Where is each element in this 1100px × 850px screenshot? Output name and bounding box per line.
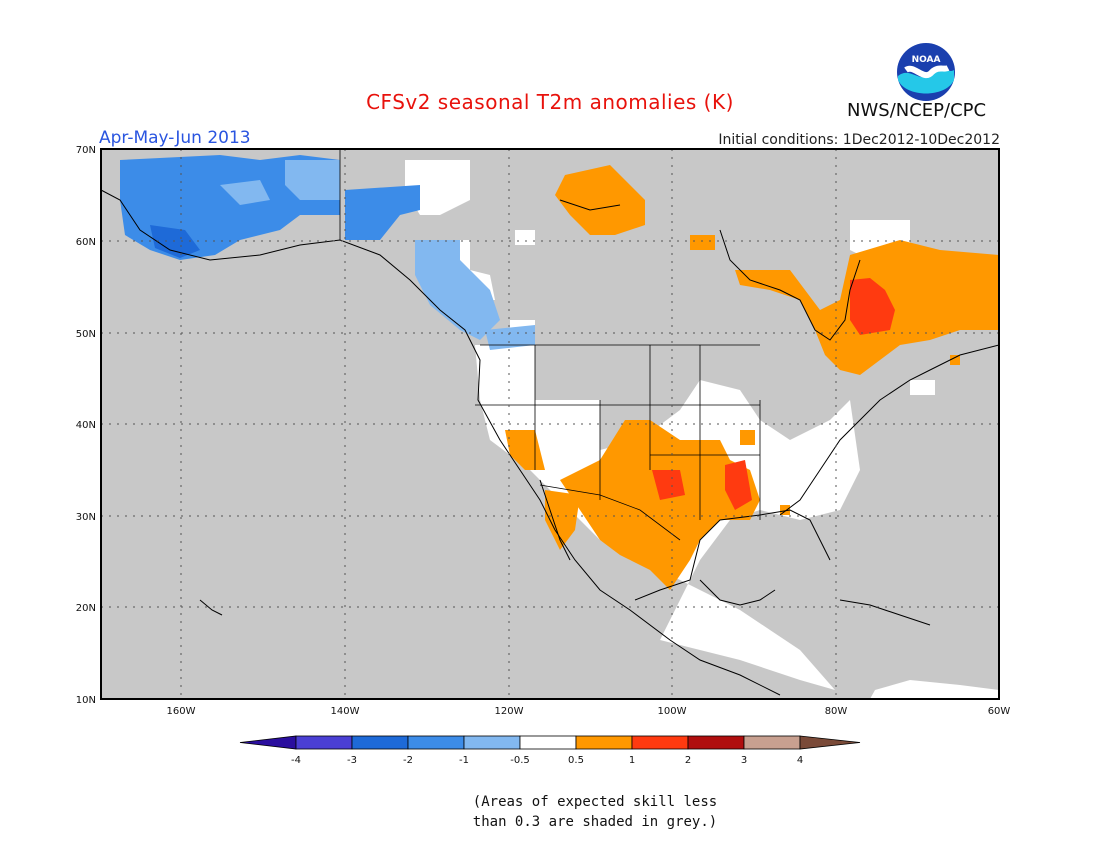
lat-label: 30N (76, 512, 96, 523)
season-label: Apr-May-Jun 2013 (99, 128, 251, 148)
colorbar-tick-label: 2 (685, 755, 691, 766)
colorbar-segment (351, 735, 409, 750)
initial-conditions-label: Initial conditions: 1Dec2012-10Dec2012 (718, 132, 1000, 148)
lon-label: 80W (825, 706, 848, 717)
state-borders (339, 150, 761, 541)
skill-note-line: than 0.3 are shaded in grey.) (472, 814, 718, 830)
lat-label: 40N (76, 420, 96, 431)
lon-label: 160W (167, 706, 196, 717)
colorbar-tick-label: -1 (459, 755, 469, 766)
map-frame (100, 148, 1000, 700)
colorbar-tick-label: -2 (403, 755, 413, 766)
graticule (101, 149, 999, 699)
colorbar-tick-label: 1 (629, 755, 635, 766)
lat-label: 50N (76, 329, 96, 340)
lat-label: 20N (76, 603, 96, 614)
longitude-labels: 160W 140W 120W 100W 80W 60W (167, 706, 1011, 717)
colorbar-segment (743, 735, 801, 750)
noaa-logo-icon: NOAA (895, 41, 957, 103)
lon-label: 140W (331, 706, 360, 717)
colorbar-segment (575, 735, 633, 750)
colorbar-segment (407, 735, 465, 750)
negative-anomaly-regions (120, 155, 535, 350)
coastlines (101, 189, 999, 696)
colorbar-tick-label: -3 (347, 755, 357, 766)
colorbar-arrow-low (239, 735, 297, 750)
skill-note: (Areas of expected skill less than 0.3 a… (450, 792, 740, 832)
colorbar-segment (631, 735, 689, 750)
latitude-labels: 70N 60N 50N 40N 30N 20N 10N (76, 145, 96, 706)
svg-text:NOAA: NOAA (912, 55, 941, 65)
colorbar-labels: -4 -3 -2 -1 -0.5 0.5 1 2 3 4 (291, 755, 803, 766)
colorbar-segment (295, 735, 353, 750)
lat-label: 60N (76, 237, 96, 248)
colorbar-segment (519, 735, 577, 750)
colorbar-tick-label: 3 (741, 755, 747, 766)
colorbar-tick-label: 4 (797, 755, 803, 766)
agency-label: NWS/NCEP/CPC (847, 100, 987, 121)
lat-label: 10N (76, 695, 96, 706)
lon-label: 120W (495, 706, 524, 717)
colorbar-arrow-high (799, 735, 861, 750)
chart-title: CFSv2 seasonal T2m anomalies (K) (366, 90, 734, 114)
colorbar-tick-label: 0.5 (568, 755, 584, 766)
colorbar-segment (463, 735, 521, 750)
skill-note-line: (Areas of expected skill less (472, 794, 718, 810)
colorbar-segment (687, 735, 745, 750)
lat-label: 70N (76, 145, 96, 156)
colorbar-tick-label: -4 (291, 755, 301, 766)
colorbar-tick-label: -0.5 (510, 755, 530, 766)
lon-label: 100W (658, 706, 687, 717)
lon-label: 60W (988, 706, 1011, 717)
strong-positive-anomaly-regions (652, 278, 895, 510)
colorbar (239, 735, 861, 750)
